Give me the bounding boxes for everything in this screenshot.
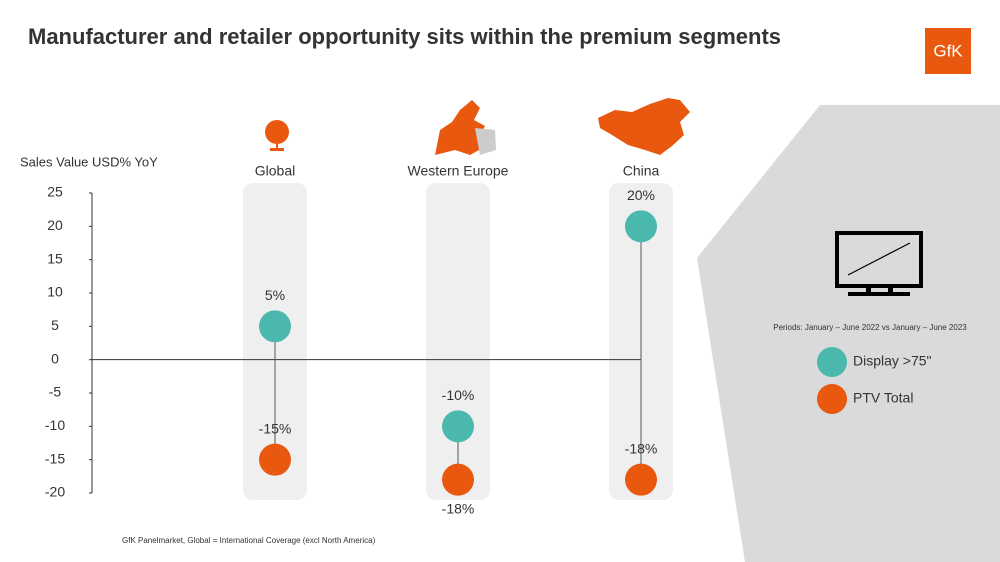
value-label: 5% [265, 287, 285, 303]
y-tick-label: 25 [47, 184, 63, 200]
y-tick-label: 0 [51, 350, 59, 366]
column-band [426, 183, 490, 500]
dot [625, 463, 657, 496]
dot [259, 310, 291, 343]
value-label: 20% [627, 187, 655, 203]
value-label: -18% [625, 440, 658, 456]
y-axis-label: Sales Value USD% YoY [20, 154, 158, 169]
europe-icon [435, 100, 488, 155]
y-tick-label: -10 [45, 417, 65, 433]
china-icon [598, 98, 690, 155]
side-panel [697, 105, 1000, 562]
y-tick-label: -5 [49, 384, 62, 400]
logo [925, 28, 971, 74]
tv-icon [835, 231, 923, 296]
value-label: -18% [442, 500, 475, 516]
chart-title: Manufacturer and retailer opportunity si… [28, 24, 781, 49]
source-note: GfK Panelmarket, Global = International … [122, 536, 376, 545]
legend-swatch [817, 384, 847, 414]
category-label: Global [255, 163, 295, 179]
globe-icon [265, 120, 289, 151]
logo-text: GfK [933, 41, 963, 60]
legend-swatch [817, 347, 847, 377]
legend-label: Display >75" [853, 353, 932, 369]
europe-icon-east [475, 128, 496, 155]
y-tick-label: -15 [45, 450, 65, 466]
value-label: -15% [259, 420, 292, 436]
category-label: Western Europe [408, 163, 509, 179]
dot [625, 210, 657, 243]
y-tick-label: 15 [47, 250, 63, 266]
y-tick-label: 5 [51, 317, 59, 333]
dot [259, 443, 291, 476]
dot [442, 463, 474, 496]
y-tick-label: 20 [47, 217, 63, 233]
category-label: China [623, 163, 660, 179]
value-label: -10% [442, 387, 475, 403]
legend-label: PTV Total [853, 390, 913, 406]
dot [442, 410, 474, 443]
periods-note: Periods: January – June 2022 vs January … [773, 323, 967, 332]
y-tick-label: -20 [45, 484, 65, 500]
y-tick-label: 10 [47, 284, 63, 300]
